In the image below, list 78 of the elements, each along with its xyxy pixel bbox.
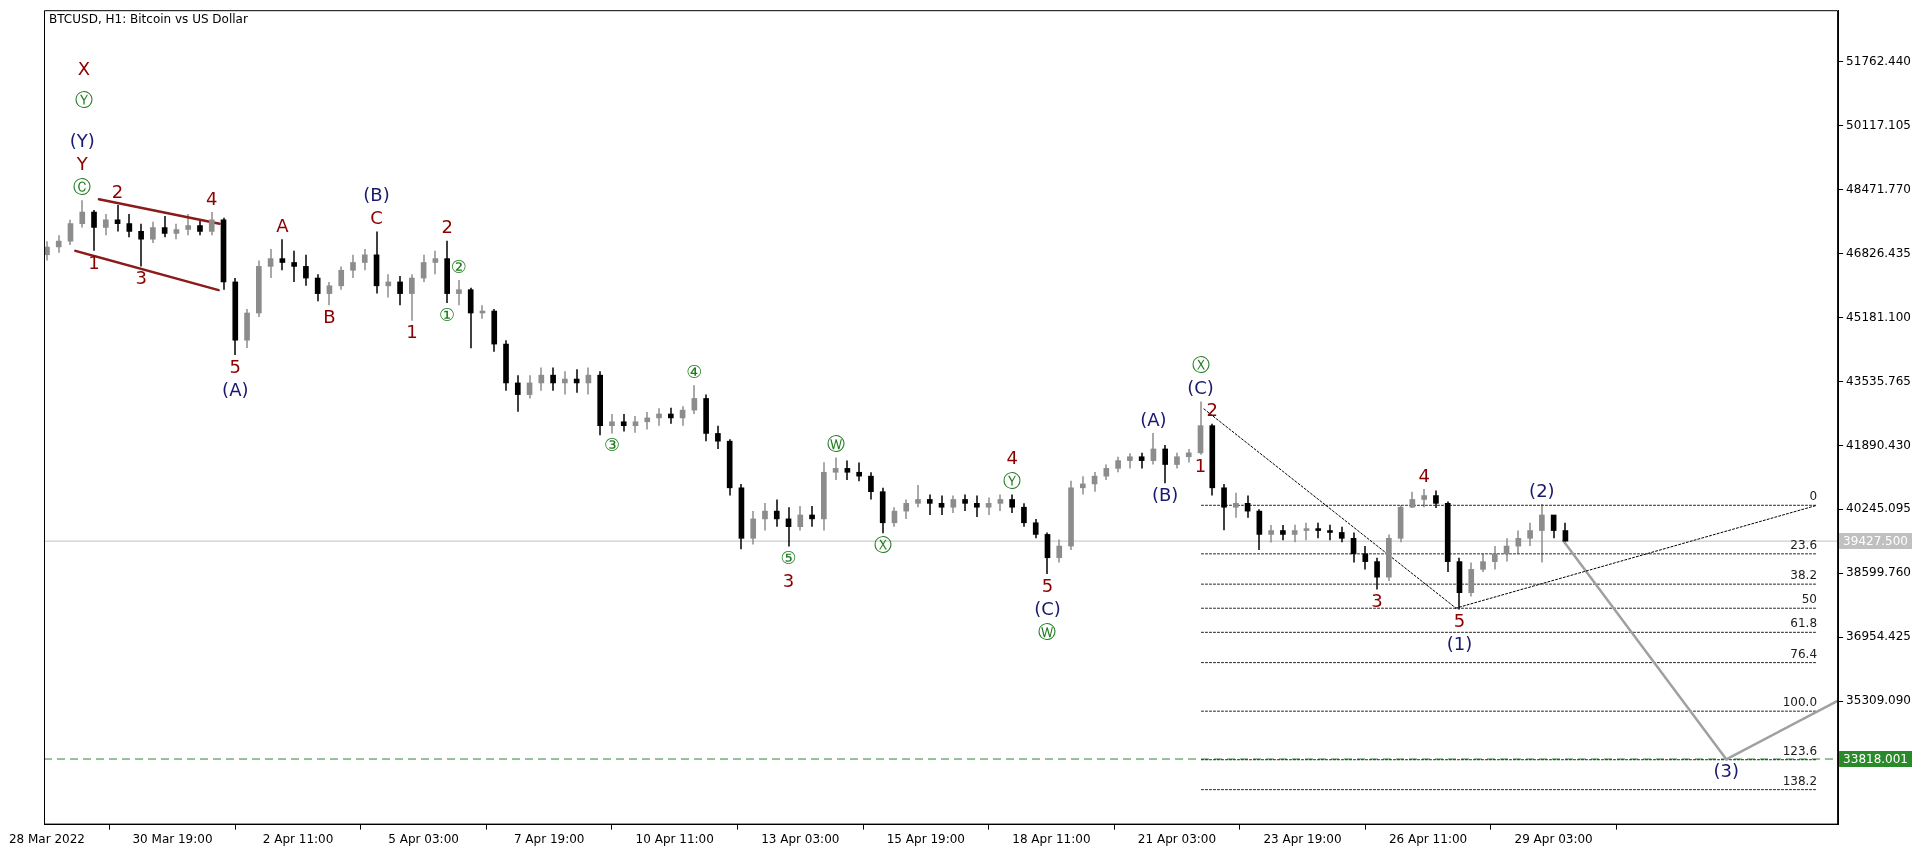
annotation: (A) (1140, 408, 1167, 430)
annotation: 1 (1194, 455, 1207, 477)
y-tick-label: 46826.435 (1846, 245, 1912, 260)
series-label: 123.6 (1782, 743, 1818, 758)
x-tick-label: 5 Apr 03:00 (388, 831, 459, 846)
y-tick-label: 50117.105 (1846, 118, 1912, 132)
annotation: (2) (1529, 479, 1555, 501)
x-tick-label: 26 Apr 11:00 (1388, 831, 1468, 846)
series-label: 50 (1801, 592, 1818, 607)
series-label: 61.8 (1790, 616, 1818, 631)
y-tick-label: 36954.425 (1846, 629, 1912, 644)
x-tick-label: 13 Apr 03:00 (761, 831, 840, 846)
x-tick-label: 23 Apr 19:00 (1263, 831, 1342, 846)
annotation: Ⓧ (1191, 354, 1210, 376)
annotation: ③ (603, 434, 621, 456)
x-tick-label: 7 Apr 19:00 (513, 831, 585, 846)
annotation: 3 (135, 267, 147, 289)
series-label: 38.2 (1790, 568, 1818, 583)
annotation: 4 (206, 187, 218, 209)
annotation: 2 (111, 180, 124, 202)
x-tick-label: 10 Apr 11:00 (635, 831, 714, 846)
annotation: Ⓨ (75, 88, 93, 110)
chart-title: BTCUSD, H1: Bitcoin vs US Dollar (49, 12, 248, 27)
annotation: Ⓦ (826, 433, 845, 455)
annotation: (B) (363, 184, 390, 206)
series-label: 0 (1809, 489, 1818, 504)
y-tick-label: 35309.090 (1846, 693, 1912, 708)
y-tick-label: 51762.440 (1846, 54, 1912, 69)
y-tick-label: 43535.765 (1846, 373, 1912, 388)
y-tick-label: 38599.760 (1846, 565, 1912, 580)
ref-line-label: 33818.001 (1843, 752, 1909, 767)
annotation: ① (439, 303, 456, 325)
annotation: (1) (1446, 633, 1473, 655)
annotation: (3) (1713, 760, 1740, 782)
annotation: ④ (686, 360, 703, 382)
ref-line-label: 39427.500 (1843, 534, 1909, 549)
x-tick-label: 15 Apr 19:00 (886, 831, 965, 846)
annotation: 1 (406, 321, 418, 343)
y-tick-label: 40245.095 (1846, 501, 1912, 516)
x-tick-label: 21 Apr 03:00 (1137, 831, 1217, 846)
y-tick-label: 45181.100 (1846, 309, 1912, 324)
y-tick-label: 41890.430 (1846, 437, 1912, 452)
series-label: 100.0 (1782, 695, 1818, 710)
annotation: (A) (222, 378, 249, 400)
series-label: 138.2 (1782, 773, 1818, 788)
annotation: 5 (229, 355, 242, 377)
annotation: 1 (88, 251, 100, 273)
annotation: 2 (1206, 399, 1219, 421)
series-label: 76.4 (1790, 646, 1818, 661)
annotation: Ⓒ (73, 176, 92, 198)
annotation: 5 (1041, 574, 1054, 596)
series-label: 23.6 (1790, 537, 1818, 552)
annotation: 3 (782, 570, 795, 592)
annotation: Ⓧ (873, 533, 892, 555)
annotation: Ⓨ (1003, 470, 1022, 492)
annotation: Ⓦ (1038, 620, 1057, 642)
annotation: (Y) (69, 130, 95, 152)
annotation: ② (450, 255, 467, 277)
x-tick-label: 2 Apr 11:00 (262, 831, 334, 846)
annotation: 5 (1453, 610, 1466, 632)
annotation: ⑤ (780, 547, 797, 569)
annotation: 4 (1418, 464, 1430, 486)
x-tick-label: 28 Mar 2022 (8, 831, 85, 846)
annotation: C (370, 207, 383, 229)
x-tick-label: 18 Apr 11:00 (1012, 831, 1091, 846)
annotation: B (323, 305, 336, 327)
annotation: X (77, 57, 91, 79)
annotation: Y (75, 153, 89, 175)
annotation: 4 (1006, 447, 1018, 469)
annotation: (C) (1034, 597, 1061, 619)
annotation: 2 (441, 216, 453, 238)
annotation: (C) (1187, 377, 1214, 399)
x-tick-label: 30 Mar 19:00 (132, 831, 213, 846)
annotation: 3 (1371, 590, 1383, 612)
annotation: A (276, 214, 290, 236)
annotation: (B) (1151, 483, 1179, 505)
y-tick-label: 48471.770 (1846, 181, 1912, 196)
x-tick-label: 29 Apr 03:00 (1514, 831, 1593, 846)
